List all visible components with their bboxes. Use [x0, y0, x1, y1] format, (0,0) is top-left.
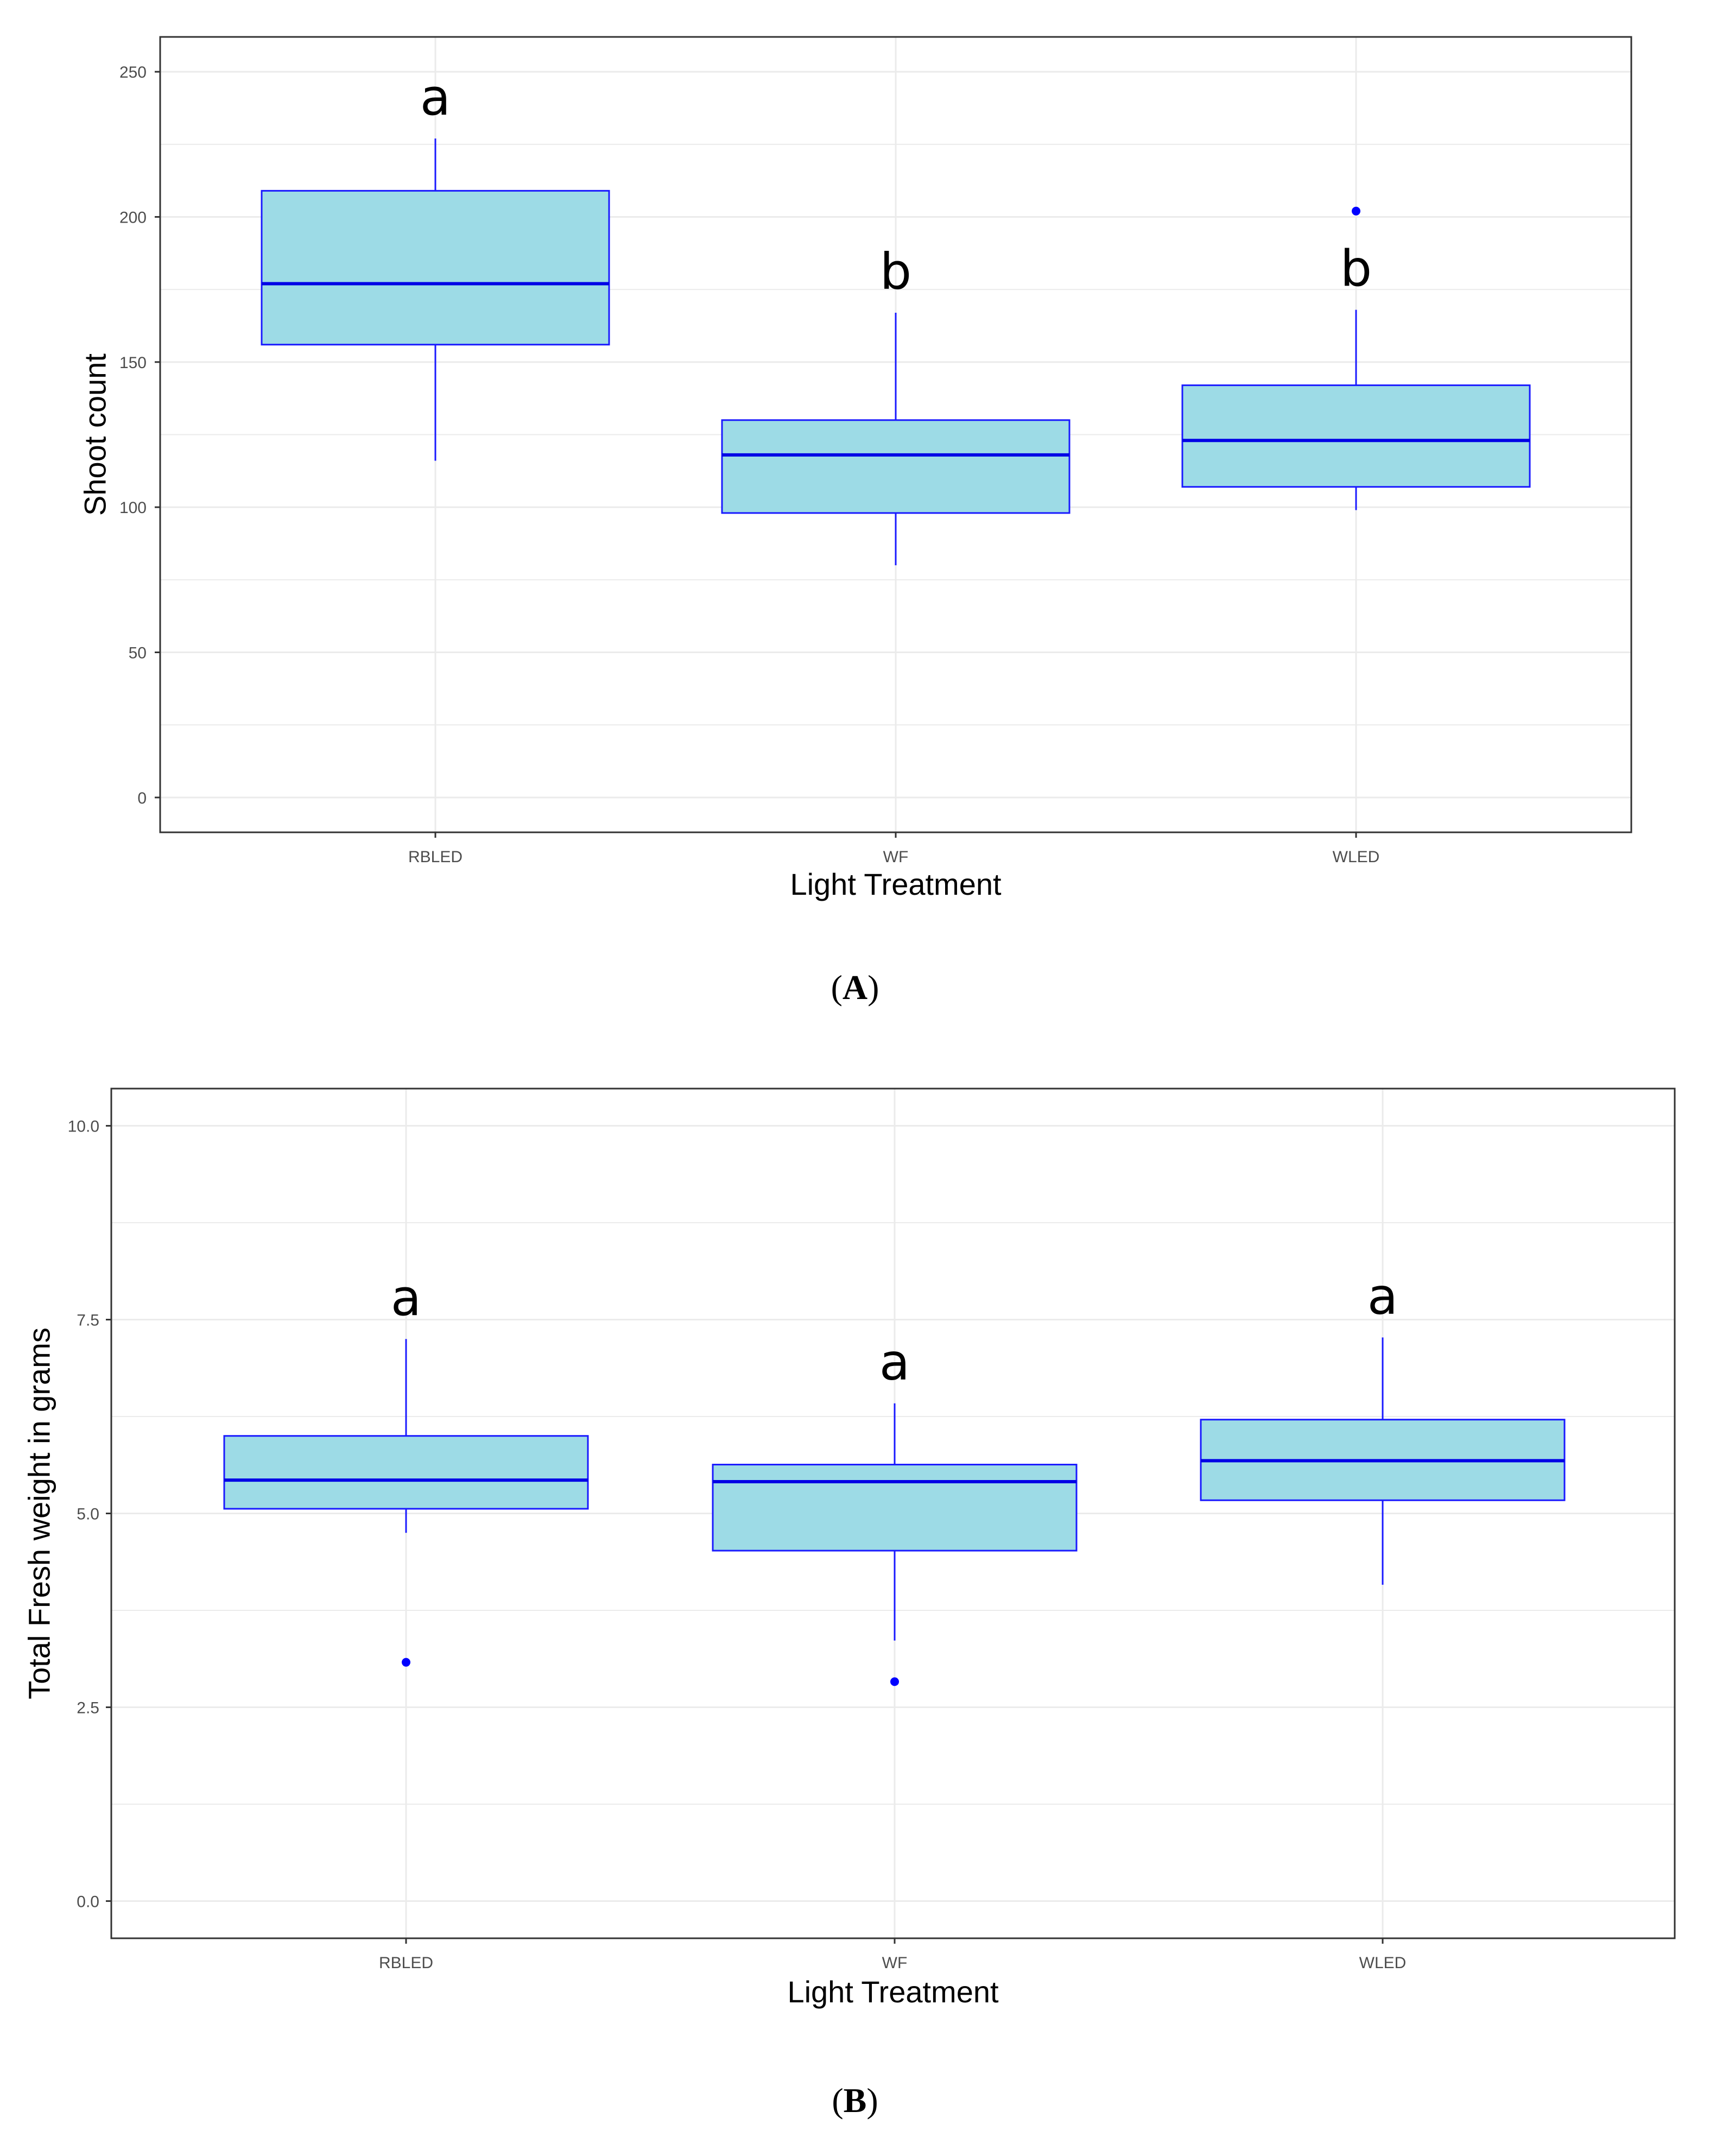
chart-a-letter-rbled: a	[420, 68, 451, 127]
chart-a-box-wf	[721, 419, 1071, 514]
chart-b-letter-wf: a	[879, 1333, 910, 1392]
chart-a-ytick-label: 0	[137, 789, 147, 807]
chart-a-ytick-label: 50	[129, 644, 147, 662]
chart-b-box-wf	[712, 1464, 1078, 1552]
chart-a-ytick-label: 200	[119, 208, 147, 226]
chart-a-caption-letter: A	[843, 968, 867, 1007]
chart-a-letter-wf: b	[880, 243, 911, 301]
chart-a-outlier-wled	[1352, 206, 1360, 216]
chart-b-significance-letters: a a a	[391, 1267, 1398, 1391]
chart-a-boxes	[261, 138, 1531, 566]
chart-b-letter-rbled: a	[391, 1269, 421, 1327]
chart-b-y-axis: 0.0 2.5 5.0 7.5 10.0	[68, 1118, 111, 1911]
chart-a-letter-wled: b	[1340, 240, 1372, 298]
chart-a-caption: (A)	[831, 968, 879, 1007]
chart-b-ytick-label: 5.0	[77, 1506, 99, 1523]
chart-b-ytick-label: 7.5	[77, 1312, 99, 1330]
chart-a-ytick-label: 250	[119, 64, 147, 81]
chart-b-caption-close: )	[866, 2081, 878, 2120]
chart-b-outlier-rbled	[402, 1658, 410, 1667]
chart-b-ytick-label: 2.5	[77, 1699, 99, 1717]
chart-b-y-axis-title: Total Fresh weight in grams	[22, 1327, 56, 1699]
chart-a-xtick-label: WLED	[1333, 848, 1380, 866]
chart-b-x-axis-title: Light Treatment	[787, 1975, 999, 2009]
chart-b-xtick-label: RBLED	[379, 1954, 433, 1972]
chart-a-box-wled	[1181, 384, 1531, 488]
chart-a-caption-open: (	[831, 968, 843, 1007]
chart-a-x-axis-title: Light Treatment	[790, 867, 1002, 901]
chart-b-x-axis: RBLED WF WLED	[379, 1938, 1406, 1972]
chart-b-xtick-label: WF	[882, 1954, 908, 1972]
chart-a-box-rbled	[261, 189, 610, 346]
chart-b-xtick-label: WLED	[1359, 1954, 1407, 1972]
chart-a-y-axis-title: Shoot count	[78, 353, 112, 516]
chart-a-ytick-label: 100	[119, 499, 147, 517]
chart-a-ytick-label: 150	[119, 354, 147, 372]
chart-b-caption: (B)	[832, 2081, 878, 2120]
chart-a-significance-letters: a b b	[420, 68, 1372, 301]
chart-a-y-axis: 0 50 100 150 200 250	[119, 64, 160, 807]
chart-b-outlier-wf	[890, 1677, 899, 1686]
chart-b-caption-letter: B	[844, 2081, 867, 2120]
chart-b-caption-open: (	[832, 2081, 843, 2120]
chart-b-ytick-label: 10.0	[68, 1118, 99, 1136]
chart-b-ytick-label: 0.0	[77, 1893, 99, 1911]
chart-b-letter-wled: a	[1367, 1267, 1398, 1325]
chart-a-xtick-label: RBLED	[408, 848, 463, 866]
chart-b-boxes	[223, 1337, 1566, 1686]
chart-b-grid	[111, 1089, 1675, 1938]
chart-a-xtick-label: WF	[883, 848, 909, 866]
chart-b: a a a 0.0 2.5 5.0 7.5 10.0 RBLED WF WLED Light T…	[22, 1088, 1676, 2120]
chart-a-caption-close: )	[867, 968, 879, 1007]
chart-a-x-axis: RBLED WF WLED	[408, 832, 1379, 866]
chart-a: a b b 0 50 100 150 200 250 RBLED WF WLED Light Tr…	[78, 36, 1632, 1007]
chart-b-box-rbled	[223, 1435, 589, 1510]
